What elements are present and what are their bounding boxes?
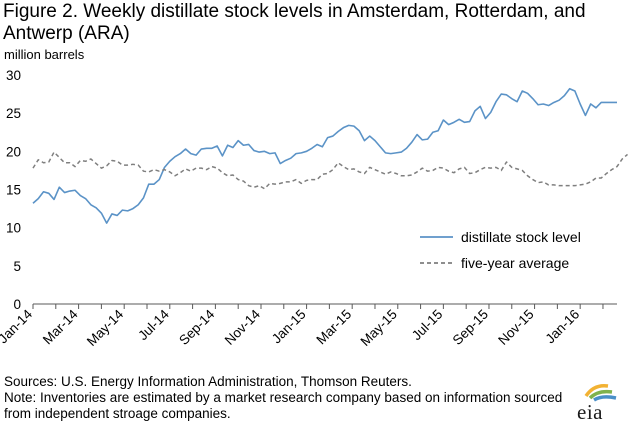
y-axis-ticks: 0 5 10 15 20 25 30 xyxy=(6,68,21,312)
y-tick-label: 10 xyxy=(6,221,21,236)
x-axis: Jan-14 Mar-14 May-14 Jul-14 Sep-14 Nov-14 Jan-… xyxy=(0,303,617,349)
x-tick-label: Nov-14 xyxy=(222,306,264,348)
footnote: Note: Inventories are estimated by a mar… xyxy=(4,390,563,421)
y-tick-label: 15 xyxy=(6,183,21,198)
y-tick-label: 5 xyxy=(13,259,21,274)
chart-title: Figure 2. Weekly distillate stock levels… xyxy=(3,1,586,44)
y-tick-label: 25 xyxy=(6,106,21,121)
eia-logo-text: eia xyxy=(577,400,603,424)
x-tick-label: Nov-15 xyxy=(495,307,536,348)
x-tick-label: Jan-15 xyxy=(269,307,309,347)
series-line-five-year-average xyxy=(32,151,629,190)
legend-label: distillate stock level xyxy=(461,229,581,245)
x-tick-label: Jan-16 xyxy=(542,307,582,347)
y-tick-label: 30 xyxy=(6,68,21,83)
legend: distillate stock level five-year average xyxy=(420,229,581,271)
x-tick-label: Jul-14 xyxy=(135,306,172,343)
legend-label: five-year average xyxy=(461,255,569,271)
x-tick-label: May-14 xyxy=(84,306,127,349)
x-tick-label: Jul-15 xyxy=(409,307,446,344)
x-tick-label: Mar-15 xyxy=(313,307,354,348)
series-line-distillate-stock-level xyxy=(32,87,617,224)
x-tick-label: Jan-14 xyxy=(0,306,35,346)
x-tick-label: Sep-14 xyxy=(176,306,218,348)
x-tick-label: Mar-14 xyxy=(40,306,81,347)
y-axis-unit-label: million barrels xyxy=(4,47,85,62)
y-tick-label: 20 xyxy=(6,144,21,159)
series-layer xyxy=(32,87,629,224)
x-tick-label: Sep-15 xyxy=(450,307,491,348)
sources-note: Sources: U.S. Energy Information Adminis… xyxy=(4,374,412,389)
y-tick-label: 0 xyxy=(13,297,21,312)
x-tick-label: May-15 xyxy=(357,307,399,349)
eia-logo-icon xyxy=(584,383,617,402)
